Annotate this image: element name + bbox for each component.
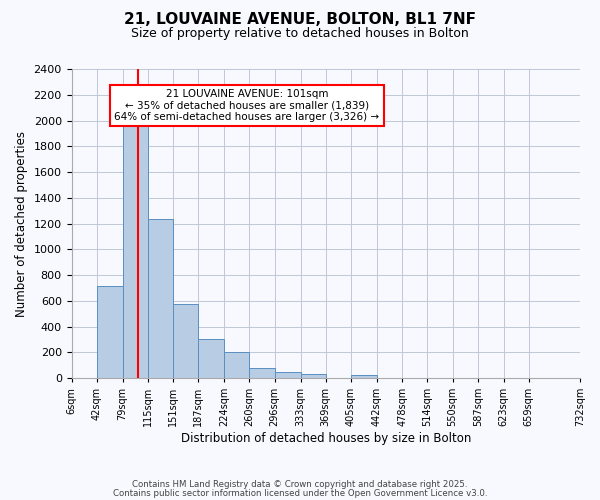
Bar: [351, 376, 377, 378]
Y-axis label: Number of detached properties: Number of detached properties: [15, 130, 28, 316]
Text: 21 LOUVAINE AVENUE: 101sqm
← 35% of detached houses are smaller (1,839)
64% of s: 21 LOUVAINE AVENUE: 101sqm ← 35% of deta…: [115, 89, 380, 122]
Bar: [301, 374, 326, 378]
Bar: [122, 126, 148, 378]
Bar: [224, 352, 250, 378]
Text: Size of property relative to detached houses in Bolton: Size of property relative to detached ho…: [131, 28, 469, 40]
Bar: [250, 368, 275, 378]
Bar: [198, 339, 224, 378]
Text: Contains public sector information licensed under the Open Government Licence v3: Contains public sector information licen…: [113, 488, 487, 498]
Bar: [173, 304, 198, 378]
Bar: [97, 286, 122, 378]
X-axis label: Distribution of detached houses by size in Bolton: Distribution of detached houses by size …: [181, 432, 471, 445]
Text: Contains HM Land Registry data © Crown copyright and database right 2025.: Contains HM Land Registry data © Crown c…: [132, 480, 468, 489]
Text: 21, LOUVAINE AVENUE, BOLTON, BL1 7NF: 21, LOUVAINE AVENUE, BOLTON, BL1 7NF: [124, 12, 476, 28]
Bar: [275, 372, 301, 378]
Bar: [148, 219, 173, 378]
